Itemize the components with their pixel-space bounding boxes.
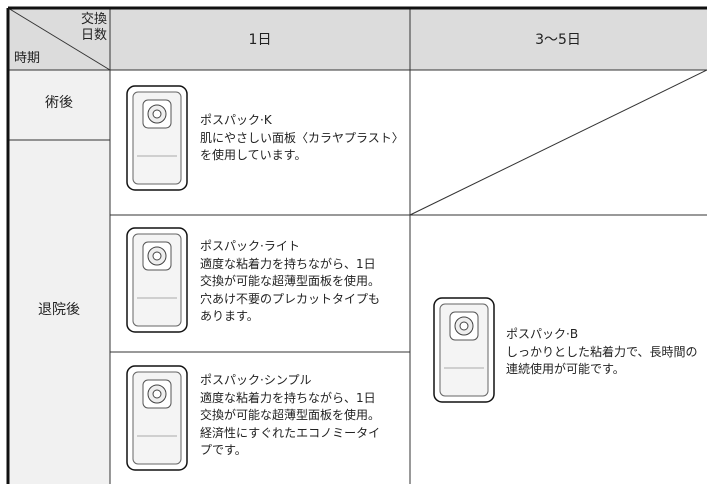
product-description: 肌にやさしい面板〈カラヤプラスト〉 (200, 130, 404, 145)
corner-bottom: 時期 (14, 51, 41, 66)
product-description: 交換が可能な超薄型面板を使用。 (200, 274, 381, 288)
product: ポスパック·シンプル適度な粘着力を持ちながら、1日 交換が可能な超薄型面板を使用。… (200, 372, 380, 460)
corner-top: 交換 日数 (81, 12, 107, 44)
product-name: ポスパック·シンプル (200, 373, 312, 387)
product-description: 適度な粘着力を持ちながら、1日 (200, 390, 376, 405)
product-description: プです。 (200, 443, 247, 457)
column-header: 3〜5日 (535, 32, 581, 48)
corner-top-line: 交換 (80, 12, 107, 27)
corner-top-line: 日数 (80, 28, 107, 43)
product-description: しっかりとした粘着力で、長時間の (506, 344, 698, 359)
product-description: 適度な粘着力を持ちながら、1日 (200, 256, 376, 271)
product-description: 連続使用が可能です。 (506, 362, 625, 376)
product-description: 交換が可能な超薄型面板を使用。 (200, 408, 381, 422)
product: ポスパック·K 肌にやさしい面板〈カラヤプラスト〉 を使用しています。 (200, 112, 404, 165)
product: ポスパック·B しっかりとした粘着力で、長時間の 連続使用が可能です。 (506, 326, 698, 379)
row-label: 退院後 (38, 302, 80, 318)
product-name: ポスパック·K (200, 113, 272, 127)
product-description: 穴あけ不要のプレカットタイプも (200, 291, 381, 306)
column-header: 1日 (248, 32, 272, 48)
product-description: を使用しています。 (200, 148, 307, 162)
product: ポスパック·ライト適度な粘着力を持ちながら、1日 交換が可能な超薄型面板を使用。穴… (200, 238, 380, 326)
row-label: 術後 (45, 95, 73, 111)
product-description: 経済性にすぐれたエコノミータイ (200, 425, 381, 440)
product-name: ポスパック·ライト (200, 239, 300, 253)
product-name: ポスパック·B (506, 327, 579, 341)
product-description: あります。 (200, 309, 259, 323)
